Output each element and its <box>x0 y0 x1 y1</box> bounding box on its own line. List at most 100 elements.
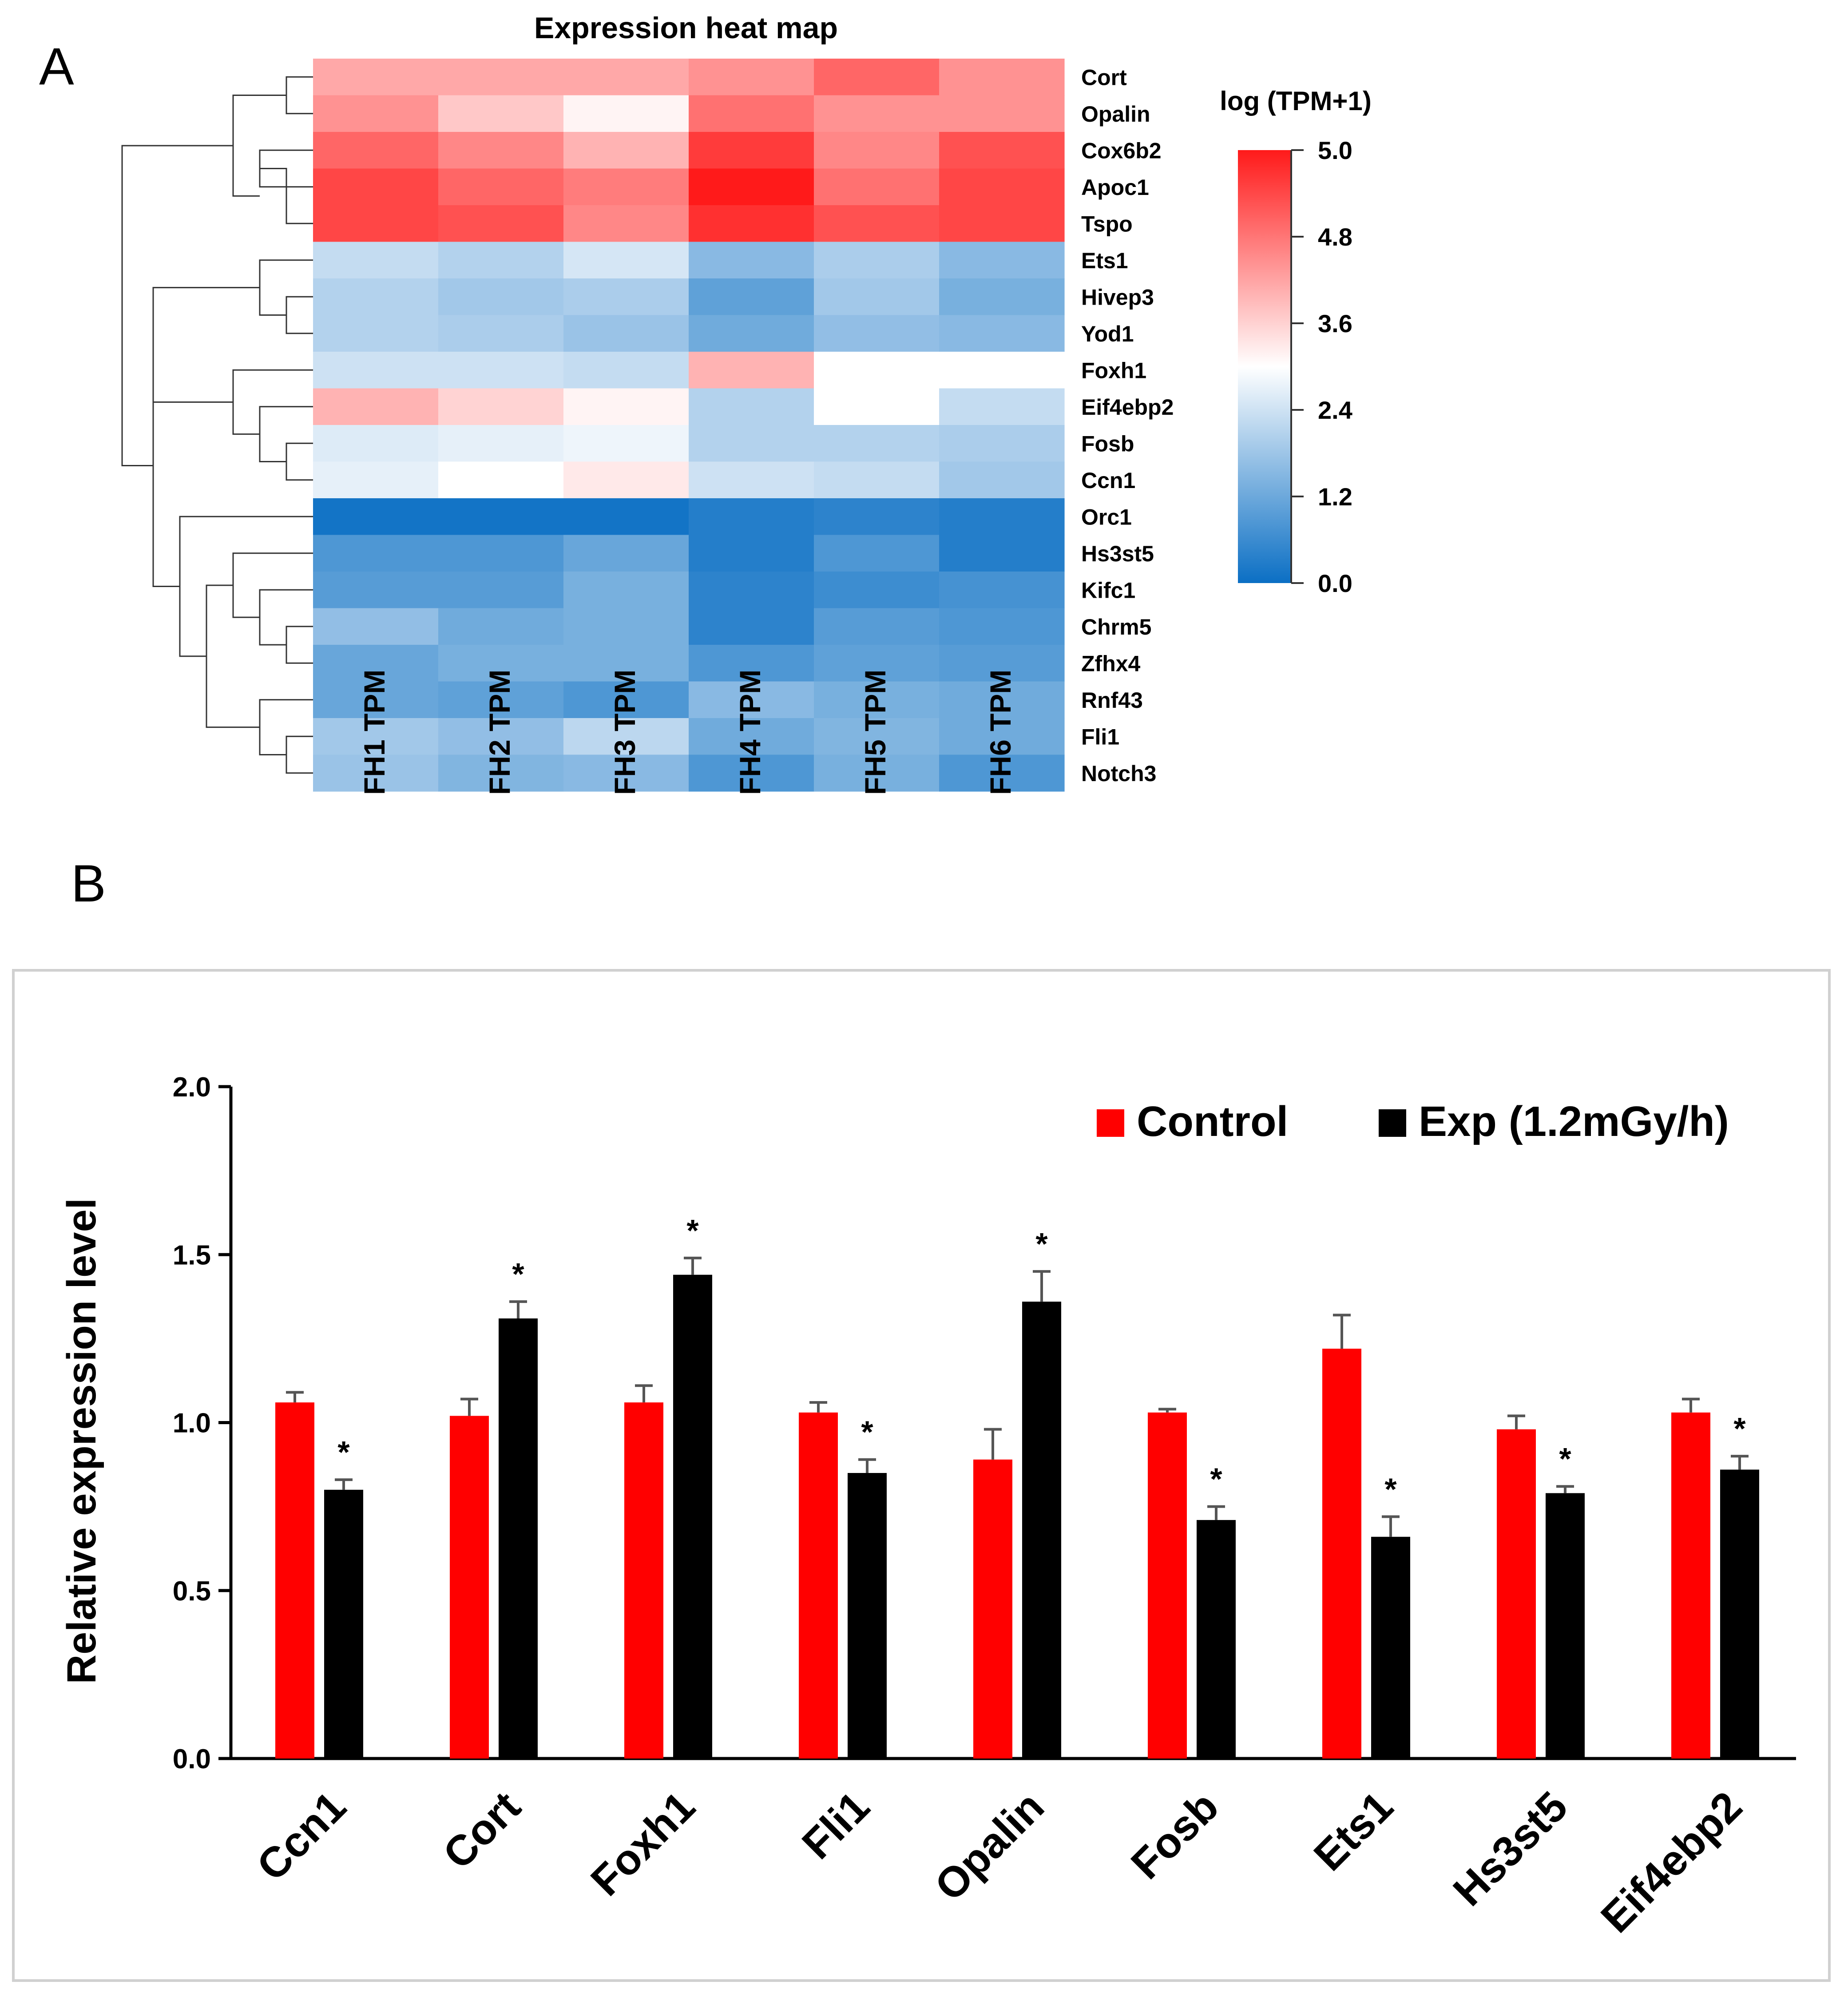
heatmap-cell-chrm5-6 <box>939 608 1065 645</box>
row-label-notch3: Notch3 <box>1081 761 1156 786</box>
x-tick-label-cort: Cort <box>434 1783 530 1878</box>
control-bar-hs3st5 <box>1497 1429 1536 1759</box>
heatmap-cell-kifc1-6 <box>939 572 1065 609</box>
heatmap-cell-tspo-3 <box>563 205 689 242</box>
heatmap-cell-foxh1-2 <box>438 352 564 389</box>
row-label-kifc1: Kifc1 <box>1081 578 1135 603</box>
heatmap-cell-cox6b2-4 <box>689 132 814 169</box>
significance-mark-fosb: * <box>1210 1462 1222 1497</box>
heatmap-cell-ccn1-4 <box>689 461 814 499</box>
row-labels: Cort Opalin Cox6b2 Apoc1 Tspo Ets1 Hivep3 Yod1 F… <box>1081 65 1174 786</box>
heatmap-cell-ccn1-1 <box>313 461 439 499</box>
control-bar-ccn1 <box>275 1402 314 1759</box>
exp-bar-foxh1 <box>673 1274 712 1759</box>
heatmap-cell-eif4ebp2-3 <box>563 388 689 425</box>
heatmap-cell-notch3-2 <box>438 754 564 792</box>
heatmap-cell-eif4ebp2-1 <box>313 388 439 425</box>
color-legend: log (TPM+1) 5.0 4.8 3.6 2.4 1.2 0.0 <box>1220 86 1372 597</box>
heatmap-cell-ccn1-3 <box>563 461 689 499</box>
heatmap-cell-fosb-5 <box>814 425 940 462</box>
heatmap-cell-hs3st5-3 <box>563 535 689 572</box>
heatmap-cell-fosb-2 <box>438 425 564 462</box>
heatmap-cell-notch3-5 <box>814 754 940 792</box>
heatmap-cell-apoc1-6 <box>939 168 1065 206</box>
row-label-apoc1: Apoc1 <box>1081 175 1149 200</box>
x-tick-label-eif4ebp2: Eif4ebp2 <box>1592 1783 1751 1942</box>
dendrogram-link-17 <box>179 516 313 657</box>
heatmap-cell-yod1-3 <box>563 315 689 352</box>
heatmap-cell-eif4ebp2-6 <box>939 388 1065 425</box>
heatmap-cell-fli1-3 <box>563 718 689 755</box>
heatmap-cell-zfhx4-5 <box>814 645 940 682</box>
heatmap-cell-apoc1-4 <box>689 168 814 206</box>
colorbar-tick-label-5: 1.2 <box>1318 483 1352 511</box>
x-tick-label-opalin: Opalin <box>926 1783 1053 1910</box>
exp-bar-opalin <box>1022 1302 1061 1759</box>
heatmap-cell-orc1-6 <box>939 498 1065 536</box>
control-bar-fli1 <box>799 1412 838 1759</box>
column-label-3: FH3 TPM <box>608 670 641 795</box>
heatmap-cell-cox6b2-3 <box>563 132 689 169</box>
heatmap-cell-tspo-4 <box>689 205 814 242</box>
heatmap-cell-kifc1-2 <box>438 572 564 609</box>
column-label-5: FH5 TPM <box>859 670 892 795</box>
heatmap-cell-zfhx4-2 <box>438 645 564 682</box>
dendrogram-link-13 <box>232 552 313 618</box>
dendrogram-link-19 <box>121 145 233 467</box>
dendrogram-link-5 <box>286 296 313 334</box>
heatmap-cell-notch3-4 <box>689 754 814 792</box>
heatmap-cell-fosb-1 <box>313 425 439 462</box>
dendrogram-link-14 <box>286 735 313 774</box>
dendrogram-link-10 <box>152 287 260 403</box>
significance-mark-hs3st5: * <box>1559 1441 1571 1476</box>
significance-mark-opalin: * <box>1035 1227 1048 1261</box>
heatmap-cell-zfhx4-6 <box>939 645 1065 682</box>
y-tick-label-5: 2.0 <box>173 1072 211 1103</box>
exp-bar-hs3st5 <box>1546 1493 1585 1759</box>
row-label-cort: Cort <box>1081 65 1127 90</box>
heatmap-cell-chrm5-2 <box>438 608 564 645</box>
heatmap-title: Expression heat map <box>534 11 838 45</box>
significance-mark-foxh1: * <box>686 1213 699 1248</box>
x-tick-label-fli1: Fli1 <box>793 1783 879 1868</box>
heatmap-cell-orc1-3 <box>563 498 689 536</box>
dendrogram-link-7 <box>286 442 313 481</box>
row-label-ets1: Ets1 <box>1081 248 1128 273</box>
legend-swatch-1 <box>1097 1109 1124 1137</box>
colorbar-tick-label-1: 5.0 <box>1318 136 1352 164</box>
heatmap-cell-fli1-6 <box>939 718 1065 755</box>
heatmap-cell-hs3st5-2 <box>438 535 564 572</box>
bar-legend: Control Exp (1.2mGy/h) <box>1097 1098 1729 1145</box>
heatmap-cell-orc1-4 <box>689 498 814 536</box>
column-labels: FH1 TPM FH2 TPM FH3 TPM FH4 TPM FH5 TPM FH6 T… <box>358 670 1017 795</box>
significance-mark-eif4ebp2: * <box>1733 1411 1746 1446</box>
heatmap-cell-eif4ebp2-4 <box>689 388 814 425</box>
exp-bar-fosb <box>1197 1520 1236 1759</box>
chart-frame <box>12 969 1831 1982</box>
heatmap-cell-rnf43-2 <box>438 681 564 719</box>
heatmap-cell-orc1-1 <box>313 498 439 536</box>
row-label-orc1: Orc1 <box>1081 504 1132 529</box>
heatmap-cell-yod1-2 <box>438 315 564 352</box>
row-label-yod1: Yod1 <box>1081 322 1134 346</box>
control-bar-cort <box>450 1416 489 1759</box>
colorbar-tick-label-6: 0.0 <box>1318 569 1352 597</box>
heatmap-cell-fli1-5 <box>814 718 940 755</box>
heatmap-cell-opalin-2 <box>438 95 564 132</box>
colorbar-tick-label-4: 2.4 <box>1318 396 1352 424</box>
heatmap-cell-hivep3-1 <box>313 278 439 316</box>
heatmap-cell-notch3-1 <box>313 754 439 792</box>
heatmap-cell-cort-5 <box>814 59 940 96</box>
heatmap-cell-opalin-6 <box>939 95 1065 132</box>
heatmap-cell-tspo-2 <box>438 205 564 242</box>
heatmap-cell-cort-6 <box>939 59 1065 96</box>
heatmap-cell-cort-4 <box>689 59 814 96</box>
heatmap-cell-eif4ebp2-5 <box>814 388 940 425</box>
heatmap-cell-hivep3-3 <box>563 278 689 316</box>
x-tick-label-ccn1: Ccn1 <box>248 1783 355 1890</box>
heatmap-cell-ets1-6 <box>939 242 1065 279</box>
exp-bar-eif4ebp2 <box>1720 1469 1759 1759</box>
heatmap-cell-apoc1-1 <box>313 168 439 206</box>
heatmap-cell-ets1-3 <box>563 242 689 279</box>
